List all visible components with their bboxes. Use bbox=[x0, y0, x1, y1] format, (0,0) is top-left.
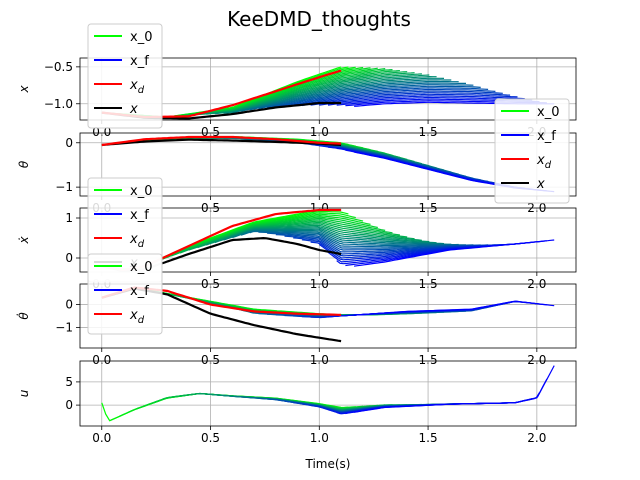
trajectory-line bbox=[310, 93, 518, 106]
legend-label-x-d: xd bbox=[129, 78, 145, 96]
y-axis-label: ẋ bbox=[17, 236, 31, 245]
legend-label-x: x bbox=[536, 177, 545, 192]
legend-label-x-d-base: x bbox=[129, 308, 138, 323]
trajectory-line bbox=[232, 229, 452, 245]
y-axis-label: x bbox=[17, 85, 31, 94]
plot-area bbox=[101, 365, 555, 422]
y-tick-label: 1 bbox=[65, 211, 73, 225]
subplot-4: 0.0 0.5 1.0 1.5 2.0 −1 0 θ̇ x_0 x_fxd bbox=[16, 253, 577, 367]
y-tick-label: 0 bbox=[65, 398, 73, 412]
x-tick-label: 0.5 bbox=[201, 431, 220, 445]
y-tick-label: 5 bbox=[65, 375, 73, 389]
chart-title: KeeDMD_thoughts bbox=[227, 7, 411, 31]
legend-label-x-d-sub: d bbox=[138, 239, 145, 250]
x-tick-label: 2.0 bbox=[527, 353, 546, 367]
legend-label-x-d-base: x bbox=[129, 232, 138, 247]
legend-label-x-d: xd bbox=[129, 232, 145, 250]
legend-label-x-d-sub: d bbox=[545, 160, 552, 171]
trajectory-line bbox=[258, 84, 474, 110]
legend-label-x-d-base: x bbox=[129, 78, 138, 93]
plot-area bbox=[101, 135, 555, 193]
x-tick-label: 0.0 bbox=[92, 353, 111, 367]
x-tick-label: 1.0 bbox=[310, 431, 329, 445]
legend-label-x: x bbox=[129, 102, 138, 117]
legend-label-x-0: x_0 bbox=[537, 105, 559, 120]
y-tick-label: 0 bbox=[65, 251, 73, 265]
y-tick-label: −0.5 bbox=[44, 60, 73, 74]
trajectory-line bbox=[354, 300, 555, 316]
trajectory-line bbox=[301, 92, 511, 107]
legend-label-x-f: x_f bbox=[130, 284, 149, 299]
legend-label-x-d: xd bbox=[536, 153, 552, 171]
trajectory-line bbox=[249, 230, 466, 246]
legend-label-x-0: x_0 bbox=[130, 260, 152, 275]
x-tick-label: 1.5 bbox=[419, 431, 438, 445]
y-tick-label: −1.0 bbox=[44, 97, 73, 111]
y-tick-label: 0 bbox=[65, 298, 73, 312]
axes-frame bbox=[79, 283, 577, 349]
x-axis-label: Time(s) bbox=[305, 457, 351, 471]
y-axis-label: θ̇ bbox=[16, 312, 31, 320]
trajectory-line bbox=[319, 95, 525, 106]
trajectory-line bbox=[223, 77, 445, 114]
trajectory-line bbox=[354, 239, 555, 267]
y-tick-label: −1 bbox=[55, 180, 73, 194]
trajectory-line bbox=[232, 79, 452, 114]
axes-frame bbox=[79, 57, 577, 121]
y-axis-label: θ bbox=[17, 160, 31, 168]
trajectory-line bbox=[258, 231, 474, 248]
trajectory-line bbox=[354, 365, 555, 413]
trajectory-line bbox=[249, 82, 466, 111]
x-tick-label: 2.0 bbox=[527, 431, 546, 445]
legend-label-x-f: x_f bbox=[130, 208, 149, 223]
trajectory-line bbox=[275, 87, 489, 108]
axes-frame bbox=[79, 207, 577, 273]
axes-frame bbox=[79, 132, 577, 197]
subplots: 0.00.51.01.52.0−1.0−0.5xx_0x_fxdx0.00.51… bbox=[16, 23, 577, 445]
legend-label-x-d-sub: d bbox=[138, 315, 145, 326]
trajectory-line bbox=[266, 85, 481, 109]
trajectory-line bbox=[284, 88, 496, 107]
axes-frame bbox=[79, 360, 577, 427]
y-tick-label: 0 bbox=[65, 136, 73, 150]
series-x-d-line bbox=[101, 135, 342, 147]
y-axis-label: u bbox=[17, 389, 31, 397]
x-tick-label: 0.5 bbox=[201, 353, 220, 367]
legend-label-x-d-base: x bbox=[536, 153, 545, 168]
plot-area bbox=[101, 286, 555, 343]
trajectory-line bbox=[240, 80, 459, 112]
legend-label-x-0: x_0 bbox=[130, 184, 152, 199]
legend-4: x_0 x_fxd bbox=[87, 253, 163, 335]
legend-label-x-f: x_f bbox=[130, 54, 149, 69]
series-x-line bbox=[101, 138, 342, 147]
trajectory-line bbox=[293, 90, 503, 107]
trajectory-line bbox=[240, 230, 459, 246]
legend-label-x-0: x_0 bbox=[130, 30, 152, 45]
x-tick-label: 0.5 bbox=[201, 125, 220, 139]
legend-frame bbox=[494, 98, 570, 204]
legend-label-x-d-sub: d bbox=[138, 85, 145, 96]
y-tick-label: −1 bbox=[55, 320, 73, 334]
legend-label-x-d: xd bbox=[129, 308, 145, 326]
x-tick-label: 0.0 bbox=[92, 431, 111, 445]
x-tick-label: 1.5 bbox=[419, 353, 438, 367]
legend-label-x-f: x_f bbox=[537, 129, 556, 144]
subplot-5: 0.0 0.5 1.0 1.5 2.0 0 5 u bbox=[17, 360, 577, 445]
x-tick-label: 1.0 bbox=[310, 125, 329, 139]
legend-frame bbox=[87, 23, 163, 129]
x-tick-label: 1.5 bbox=[419, 125, 438, 139]
x-tick-label: 1.0 bbox=[310, 353, 329, 367]
